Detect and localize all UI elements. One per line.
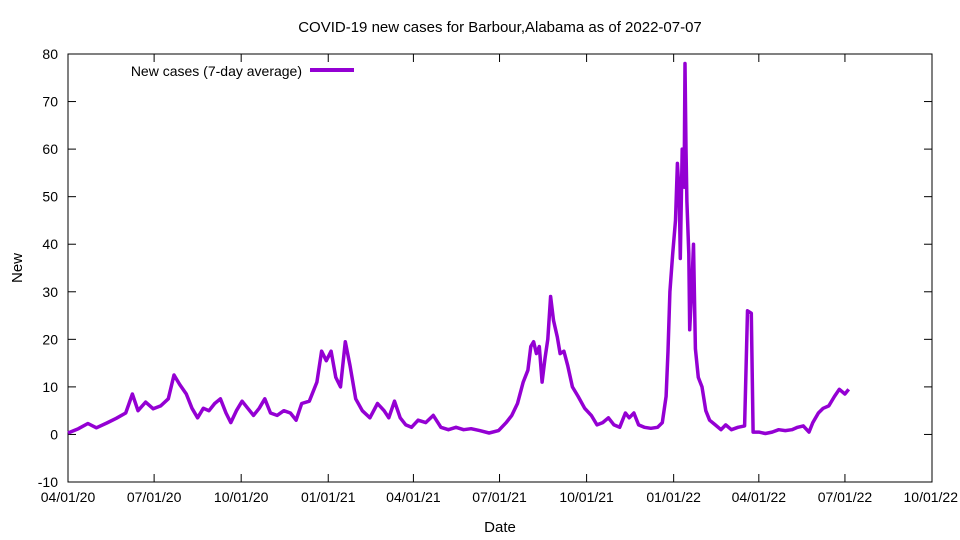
x-tick-label: 10/01/21 — [559, 489, 614, 505]
y-tick-label: 20 — [42, 331, 58, 347]
series-layer — [67, 61, 851, 436]
x-tick-label: 04/01/20 — [41, 489, 96, 505]
y-tick-label: 50 — [42, 189, 58, 205]
x-tick-label: 04/01/21 — [386, 489, 441, 505]
x-tick-label: 04/01/22 — [732, 489, 787, 505]
x-tick-label: 07/01/22 — [818, 489, 873, 505]
x-tick-label: 07/01/20 — [127, 489, 182, 505]
y-axis-label: New — [9, 253, 26, 283]
y-tick-label: 70 — [42, 94, 58, 110]
y-tick-label: -10 — [38, 474, 58, 490]
x-tick-label: 01/01/22 — [646, 489, 701, 505]
y-tick-label: 40 — [42, 236, 58, 252]
y-tick-label: 10 — [42, 379, 58, 395]
legend: New cases (7-day average) — [131, 63, 354, 79]
series-line — [67, 61, 851, 436]
x-tick-label: 07/01/21 — [472, 489, 527, 505]
x-tick-label: 01/01/21 — [301, 489, 356, 505]
y-tick-label: 0 — [50, 426, 58, 442]
x-axis-label: Date — [484, 519, 516, 536]
x-tick-label: 10/01/20 — [214, 489, 269, 505]
legend-label: New cases (7-day average) — [131, 63, 302, 79]
y-tick-label: 30 — [42, 284, 58, 300]
y-tick-label: 60 — [42, 141, 58, 157]
y-tick-label: 80 — [42, 46, 58, 62]
axis-ticks: -10 0 10 20 30 40 50 60 70 80 04/01/20 07/01/20 10/0… — [38, 46, 958, 505]
chart-title: COVID-19 new cases for Barbour,Alabama a… — [298, 19, 702, 36]
x-tick-label: 10/01/22 — [904, 489, 959, 505]
